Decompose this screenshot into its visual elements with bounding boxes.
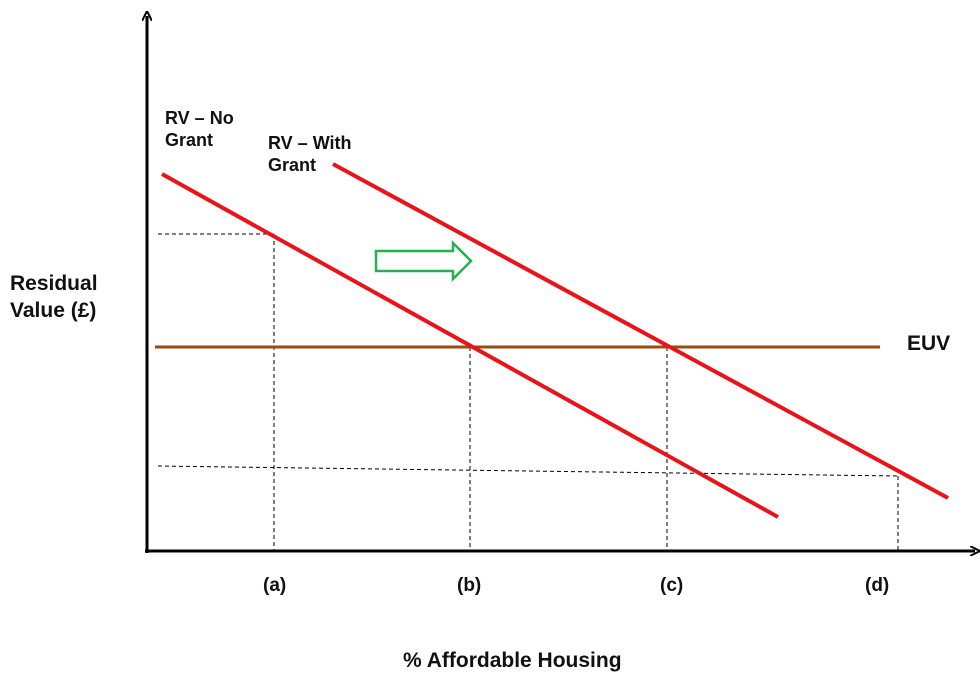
rv-with-grant-label-line1: RV – With [268, 133, 352, 153]
guide-horizontal-d [157, 465, 899, 477]
rv-no-grant-label-line2: Grant [165, 129, 214, 150]
x-tick-b: (b) [457, 575, 482, 596]
rv-with-grant-line [332, 162, 949, 500]
y-axis-label: Residual Value (£) [10, 270, 98, 325]
y-axis-label-line1: Residual [10, 272, 98, 295]
y-axis-label-line2: Value (£) [10, 299, 97, 323]
rv-no-grant-label-line1: RV – No [165, 108, 234, 128]
rv-with-grant-label: RV – With Grant [268, 133, 352, 177]
rv-with-grant-label-line2: Grant [268, 154, 317, 175]
x-axis-label: % Affordable Housing [403, 649, 622, 672]
rv-no-grant-label: RV – No Grant [165, 108, 234, 152]
x-tick-c: (c) [660, 575, 684, 596]
euv-label: EUV [907, 332, 951, 355]
x-tick-d: (d) [865, 575, 890, 596]
right-arrow-icon [374, 239, 473, 283]
x-tick-a: (a) [263, 575, 287, 596]
guide-lines [157, 233, 899, 551]
rv-no-grant-line [161, 172, 779, 519]
axes [145, 16, 975, 553]
